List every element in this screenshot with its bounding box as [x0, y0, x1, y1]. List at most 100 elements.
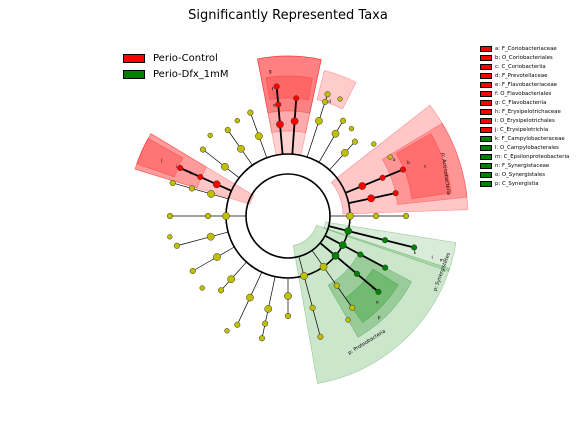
- tree-node: [166, 212, 174, 220]
- taxa-key-item: m: C_Epsilonproteobacteria: [480, 152, 569, 161]
- tree-node: [344, 227, 353, 235]
- tree-node: [349, 304, 356, 311]
- tree-edge: [236, 297, 251, 325]
- taxa-key-swatch: [480, 171, 492, 178]
- tree-edge: [336, 285, 353, 308]
- taxa-key-item: b: O_Coriobacteriales: [480, 53, 569, 62]
- tree-node: [199, 146, 206, 153]
- taxa-key-swatch: [480, 135, 492, 142]
- taxa-key-swatch: [480, 63, 492, 70]
- tree-node: [177, 164, 184, 172]
- tree-node: [222, 212, 230, 220]
- clade-label: p: Actinobacteria: [440, 152, 452, 195]
- sector-letter: j: [160, 157, 162, 163]
- tree-node: [246, 293, 254, 302]
- tree-edge: [250, 112, 260, 137]
- legend: Perio-Control Perio-Dfx_1mM: [123, 50, 229, 82]
- clade-highlight-sector: [257, 55, 322, 134]
- tree-node: [237, 144, 245, 153]
- clade-highlight-sector: [323, 221, 457, 272]
- tree-node: [273, 83, 280, 90]
- tree-node: [221, 162, 229, 171]
- tree-node: [317, 333, 324, 340]
- tree-node: [213, 253, 221, 261]
- taxa-key-label: j: C_Erysipelotrichia: [495, 126, 549, 133]
- taxa-key-item: c: C_Coriobacteriia: [480, 62, 569, 71]
- tree-edge: [176, 236, 211, 247]
- tree-node: [399, 166, 407, 173]
- tree-node: [255, 132, 263, 140]
- tree-node: [382, 264, 389, 271]
- legend-label-dfx: Perio-Dfx_1mM: [153, 68, 229, 80]
- taxa-key-label: k: F_Campylobacteraceae: [495, 135, 565, 142]
- taxa-key-label: e: F_Flavobacteriaceae: [495, 81, 558, 88]
- taxa-key-label: n: F_Synergistaceae: [495, 162, 550, 169]
- tree-edge: [318, 133, 336, 163]
- tree-node: [224, 126, 231, 134]
- tree-node: [322, 98, 329, 105]
- tree-node: [169, 179, 176, 186]
- tree-node: [199, 285, 205, 291]
- tree-node: [338, 241, 347, 249]
- tree-node: [367, 194, 375, 203]
- legend-item-dfx: Perio-Dfx_1mM: [123, 66, 229, 82]
- taxa-key-swatch: [480, 153, 492, 160]
- taxa-key-item: a: F_Coriobacteriaceae: [480, 44, 569, 53]
- tree-node: [276, 120, 284, 129]
- tree-node: [227, 275, 235, 284]
- taxa-key-item: e: F_Flavobacteriaceae: [480, 80, 569, 89]
- clade-highlight-sector: [395, 133, 452, 199]
- tree-node: [324, 91, 331, 98]
- tree-edge: [172, 182, 192, 189]
- tree-edge: [279, 124, 284, 155]
- clade-highlight-sector: [292, 224, 451, 384]
- tree-edge: [192, 256, 218, 272]
- tree-node: [212, 180, 221, 189]
- tree-node: [353, 270, 360, 277]
- taxa-key-swatch: [480, 45, 492, 52]
- taxa-key-label: a: F_Coriobacteriaceae: [495, 45, 557, 52]
- sector-letter: g: [269, 70, 272, 75]
- tree-node: [331, 129, 340, 138]
- tree-node: [188, 185, 195, 192]
- sector-letter: f: [272, 86, 274, 92]
- sector-letter: p: [378, 316, 381, 321]
- tree-edge: [202, 149, 226, 168]
- taxa-key-item: h: F_Erysipelotrichaceae: [480, 107, 569, 116]
- taxa-key-label: m: C_Epsilonproteobacteria: [495, 153, 570, 160]
- tree-node: [387, 154, 393, 160]
- sector-letter: k: [414, 250, 417, 256]
- tree-node: [264, 305, 273, 313]
- taxa-key-item: f: O_Flavobacteriales: [480, 89, 569, 98]
- tree-node: [234, 321, 241, 328]
- tree-node: [333, 282, 340, 289]
- sector-letter: a: [393, 158, 396, 163]
- taxa-key-swatch: [480, 180, 492, 187]
- taxa-key-item: i: O_Erysipelotrichales: [480, 116, 569, 125]
- chart-title: Significantly Represented Taxa: [188, 8, 388, 23]
- clade-highlight-sector: [257, 55, 322, 114]
- tree-node: [319, 262, 328, 271]
- tree-node: [173, 242, 180, 249]
- tree-edge: [312, 307, 321, 337]
- sector-letter: e: [273, 103, 276, 108]
- tree-node: [339, 117, 347, 124]
- clade-highlight-sector: [327, 253, 413, 338]
- tree-node: [207, 190, 215, 198]
- tree-node: [275, 101, 282, 108]
- tree-edge: [347, 230, 386, 242]
- tree-node: [402, 212, 410, 220]
- clade-highlight-sector: [134, 133, 207, 189]
- taxa-key-label: p: C_Synergistia: [495, 180, 539, 187]
- tree-node: [189, 267, 196, 275]
- tree-node: [197, 173, 204, 181]
- tree-node: [348, 125, 355, 132]
- sector-letter: b: [407, 160, 410, 166]
- tree-node: [375, 288, 382, 295]
- tree-node: [206, 232, 215, 241]
- tree-node: [218, 287, 225, 294]
- tree-edge: [334, 255, 358, 275]
- sector-letter: o: [376, 301, 379, 306]
- taxa-key-label: g: C_Flavobacteriia: [495, 99, 547, 106]
